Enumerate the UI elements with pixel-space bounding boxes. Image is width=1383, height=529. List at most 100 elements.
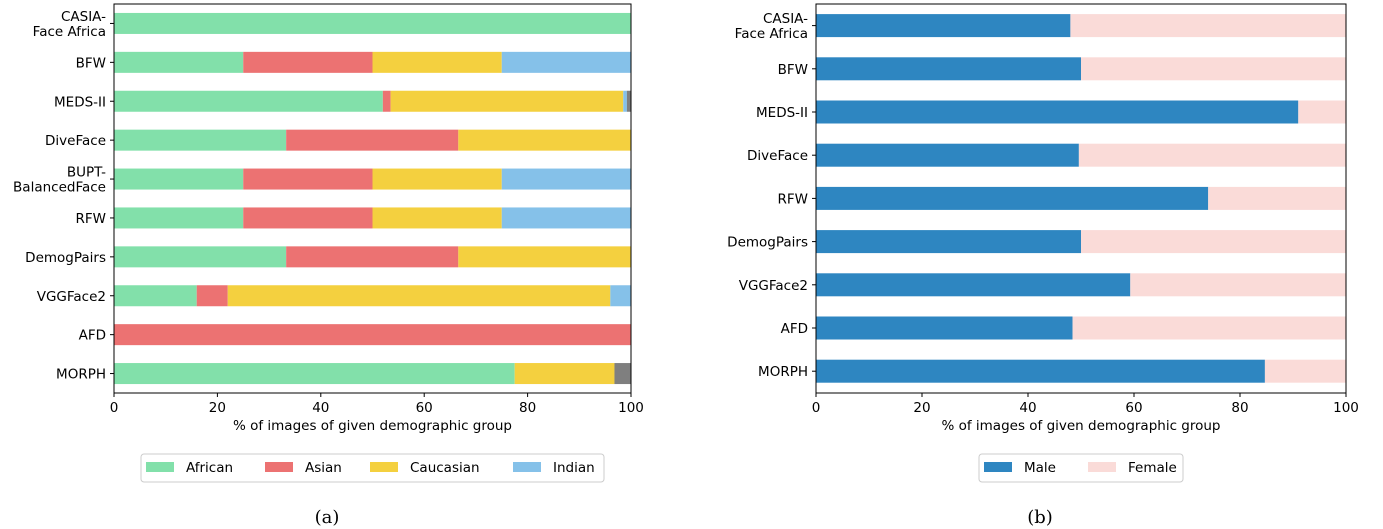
- chart-b-gender-distribution: CASIA-Face Africa BFW MEDS-II DiveFace RFW De…: [727, 3, 1359, 528]
- bar-segment: [816, 143, 1079, 167]
- legend-swatch: [265, 462, 293, 472]
- y-tick-label: AFD: [781, 321, 808, 337]
- bar-segment: [114, 51, 244, 73]
- bar-segment: [372, 207, 502, 229]
- x-tick-label: 80: [519, 400, 536, 416]
- bar-segment: [196, 285, 228, 307]
- y-tick-label: MEDS-II: [756, 105, 808, 121]
- bar-segment: [501, 168, 631, 190]
- bar-segment: [1070, 14, 1346, 38]
- legend-swatch: [146, 462, 174, 472]
- bar-segment: [243, 168, 373, 190]
- y-tick-label: RFW: [76, 211, 107, 227]
- legend-label: Asian: [305, 460, 342, 476]
- bar-segment: [114, 129, 287, 151]
- bar-segment: [816, 273, 1131, 297]
- bar-segment: [1130, 273, 1346, 297]
- legend-swatch: [513, 462, 541, 472]
- bar-segment: [623, 90, 627, 112]
- bar-segment: [614, 363, 631, 385]
- x-tick-label: 0: [812, 400, 821, 416]
- bar-segment: [816, 100, 1299, 124]
- bar-segment: [1081, 230, 1346, 254]
- y-tick-label: DemogPairs: [727, 235, 808, 251]
- x-tick-label: 20: [913, 400, 930, 416]
- bar-segment: [114, 207, 244, 229]
- y-tick-label: BFW: [778, 62, 808, 78]
- legend-label: Female: [1128, 460, 1177, 476]
- x-tick-label: 80: [1231, 400, 1248, 416]
- x-tick-label: 60: [416, 400, 433, 416]
- bar-segment: [1208, 186, 1346, 210]
- x-tick-label: 100: [618, 400, 644, 416]
- y-tick-label: DiveFace: [747, 148, 808, 164]
- bar-segment: [372, 51, 502, 73]
- bar-segment: [114, 246, 287, 268]
- x-tick-label: 20: [209, 400, 226, 416]
- bar-segment: [286, 129, 459, 151]
- bar-segment: [114, 168, 244, 190]
- bar-segment: [243, 207, 373, 229]
- bar-segment: [114, 285, 197, 307]
- y-tick-label: VGGFace2: [739, 278, 808, 294]
- x-tick-label: 100: [1333, 400, 1359, 416]
- x-tick-label: 60: [1125, 400, 1142, 416]
- bar-segment: [1072, 316, 1346, 340]
- x-tick-label: 40: [312, 400, 329, 416]
- bar-segment: [458, 129, 631, 151]
- bar-segment: [501, 51, 631, 73]
- legend-label: Caucasian: [410, 460, 480, 476]
- y-tick-label: CASIA-Face Africa: [33, 9, 106, 40]
- legend: Male Female: [978, 453, 1184, 483]
- bar-segment: [243, 51, 373, 73]
- y-tick-label: BUPT-BalancedFace: [13, 165, 106, 196]
- legend-box: [978, 453, 1184, 483]
- bar-segment: [382, 90, 391, 112]
- bar-segment: [286, 246, 459, 268]
- x-tick-label: 40: [1019, 400, 1036, 416]
- y-tick-label: MORPH: [56, 367, 106, 383]
- bar-segment: [816, 316, 1073, 340]
- bar-segment: [816, 57, 1081, 81]
- y-tick-label: VGGFace2: [37, 289, 106, 305]
- bar-segment: [390, 90, 624, 112]
- y-tick-label: CASIA-Face Africa: [735, 11, 808, 42]
- bar-segment: [114, 324, 631, 346]
- y-tick-label: RFW: [778, 191, 809, 207]
- legend-label: Indian: [553, 460, 595, 476]
- y-tick-label: DemogPairs: [25, 250, 106, 266]
- y-tick-label: MORPH: [758, 364, 808, 380]
- x-axis-label: % of images of given demographic group: [233, 418, 512, 434]
- y-tick-label: BFW: [76, 55, 106, 71]
- bar-segment: [501, 207, 631, 229]
- chart-a-race-distribution: CASIA-Face Africa BFW MEDS-II DiveFace BUPT-…: [13, 3, 644, 528]
- plot-frame: [113, 3, 632, 394]
- bar-segment: [372, 168, 502, 190]
- bar-segment: [816, 359, 1265, 383]
- y-tick-label: AFD: [79, 328, 106, 344]
- legend-swatch: [1088, 462, 1116, 472]
- legend-label: African: [186, 460, 233, 476]
- bar-segment: [227, 285, 611, 307]
- bar-segment: [610, 285, 631, 307]
- legend-swatch: [984, 462, 1012, 472]
- bar-segment: [1078, 143, 1346, 167]
- bar-segment: [626, 90, 631, 112]
- bar-segment: [1081, 57, 1346, 81]
- bar-segment: [114, 90, 383, 112]
- y-tick-label: MEDS-II: [54, 94, 106, 110]
- legend-swatch: [370, 462, 398, 472]
- bar-segment: [458, 246, 631, 268]
- x-axis-label: % of images of given demographic group: [941, 418, 1220, 434]
- subfigure-caption: (a): [315, 507, 340, 528]
- bar-segment: [1298, 100, 1346, 124]
- bar-segment: [114, 363, 515, 385]
- subfigure-caption: (b): [1027, 507, 1053, 528]
- bar-segment: [816, 186, 1209, 210]
- legend: African Asian Caucasian Indian: [140, 453, 605, 483]
- y-tick-label: DiveFace: [45, 133, 106, 149]
- bar-segment: [816, 230, 1081, 254]
- x-tick-label: 0: [110, 400, 119, 416]
- legend-label: Male: [1024, 460, 1056, 476]
